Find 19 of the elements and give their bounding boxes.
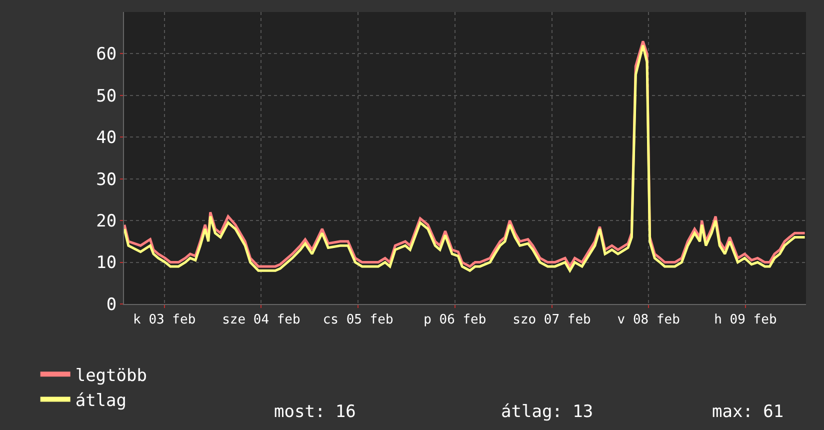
x-tick-label: h 09 feb [714,312,777,328]
y-tick-label: 40 [96,128,117,148]
y-tick-label: 0 [106,294,117,315]
y-tick-label: 10 [96,253,117,274]
y-tick-label: 50 [96,86,117,106]
text: max: 61 [712,402,784,422]
text: most: 16 [274,402,356,422]
x-tick-label: cs 05 feb [322,312,394,328]
x-tick-label: sze 04 feb [222,312,301,328]
legend-label: átlag [75,390,127,411]
x-tick-label: szo 07 feb [512,312,592,328]
legend-label: legtöbb [75,366,147,386]
x-tick-label: p 06 feb [424,312,486,328]
x-tick-label: k 03 feb [133,312,196,328]
y-tick-label: 30 [96,170,117,190]
x-tick-label: v 08 feb [617,312,680,328]
y-tick-label: 20 [96,212,117,232]
text: átlag: 13 [501,402,594,422]
y-tick-label: 60 [96,44,117,65]
